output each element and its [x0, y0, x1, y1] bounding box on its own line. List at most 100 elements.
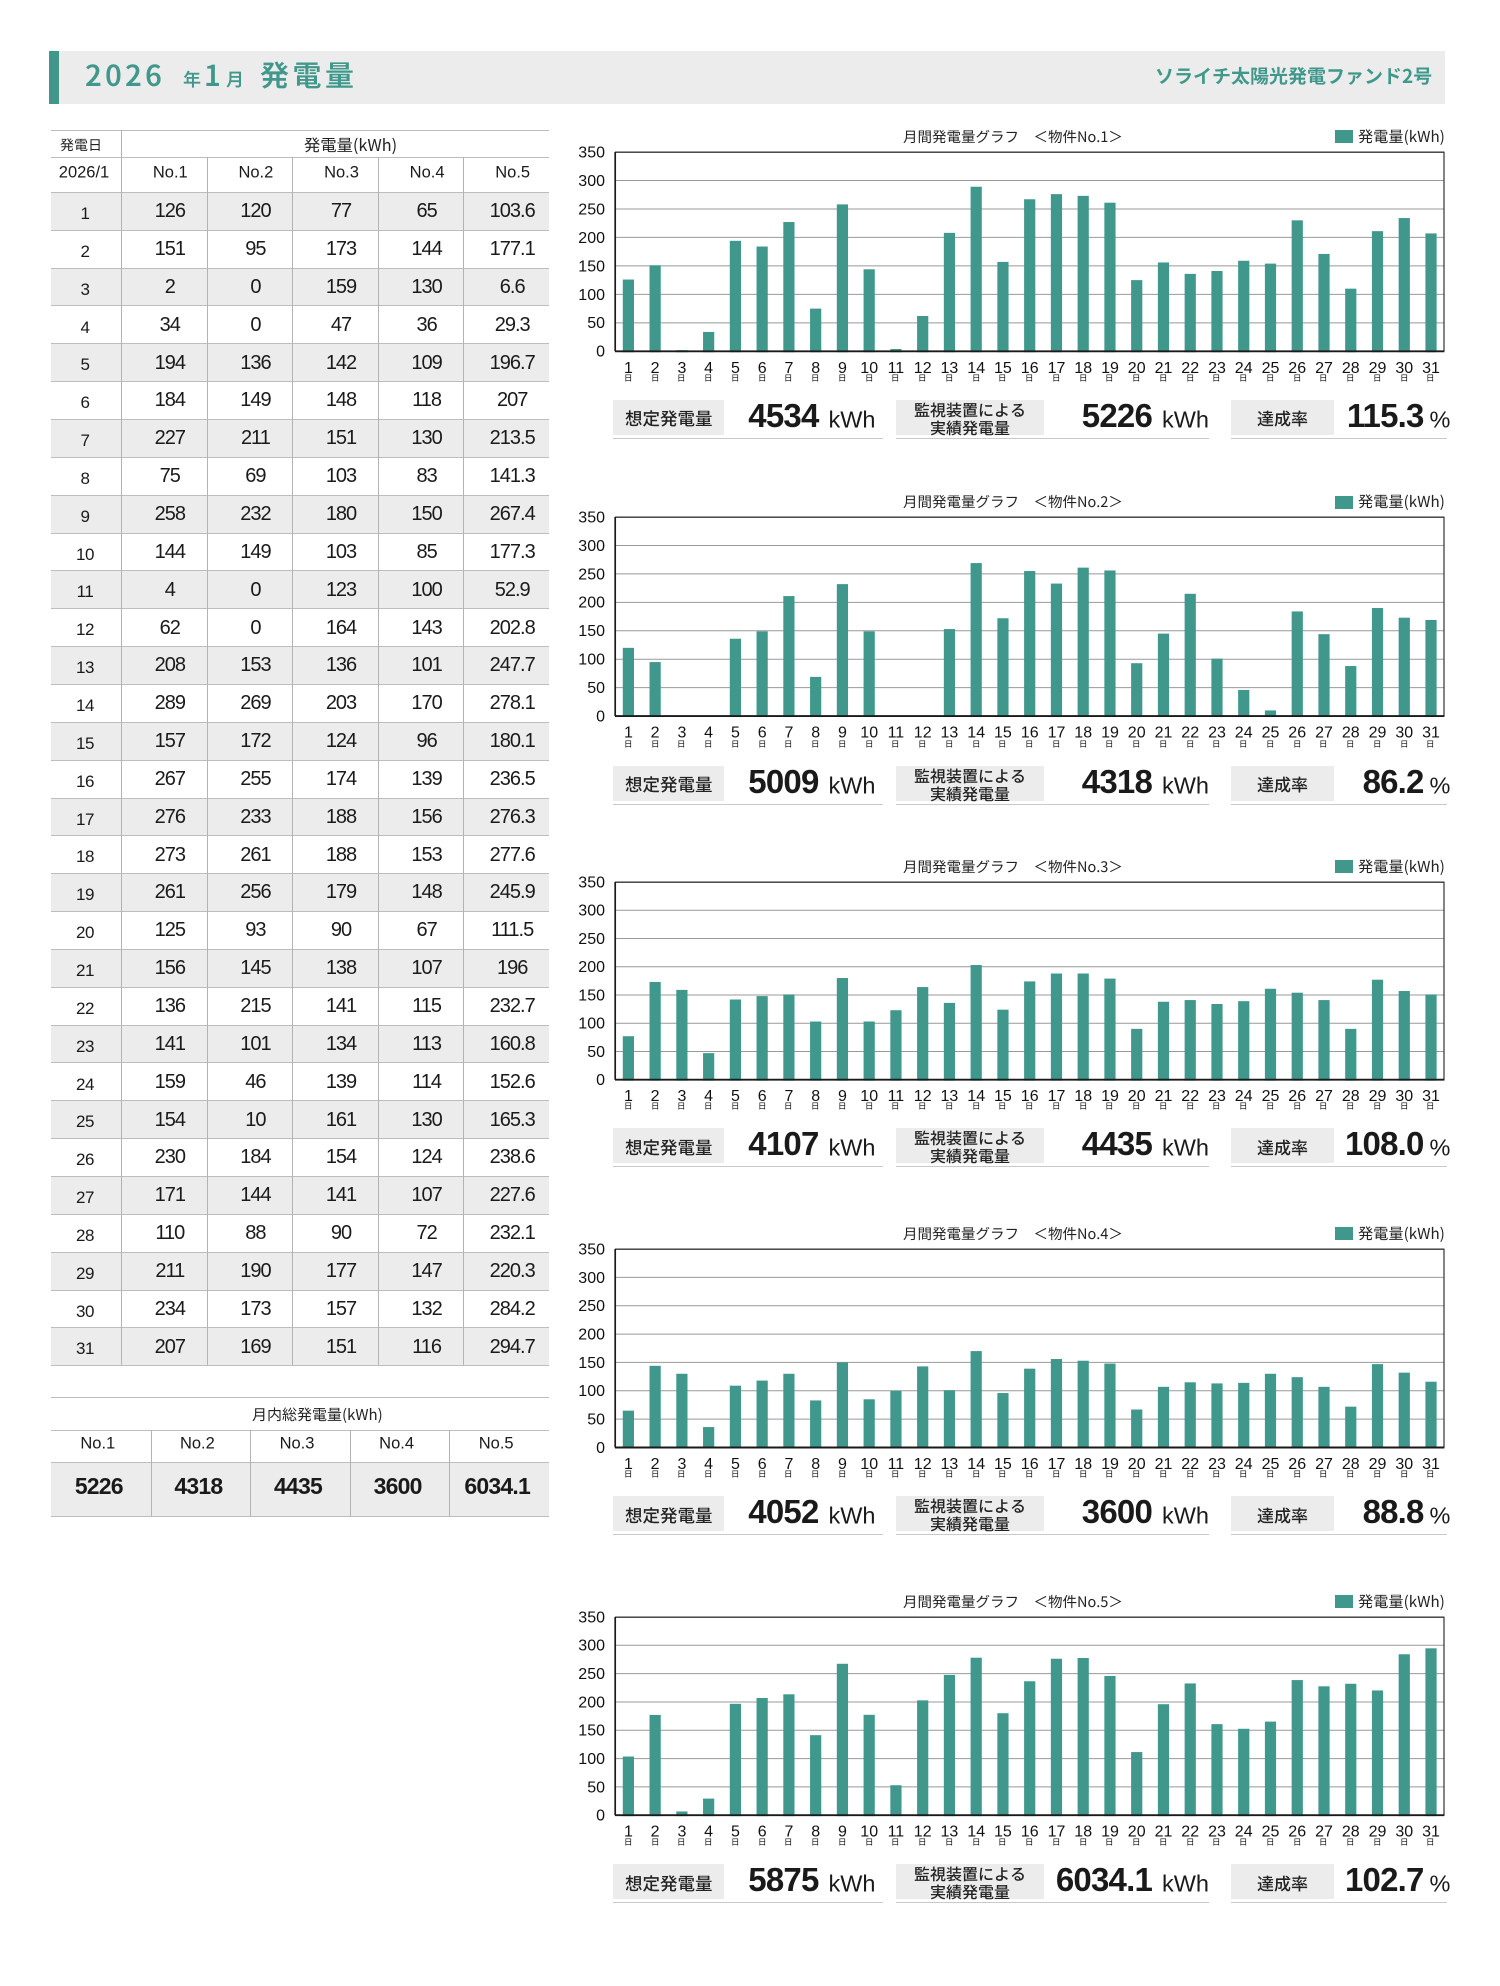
svg-text:22: 22 [1181, 725, 1199, 742]
svg-text:250: 250 [578, 1666, 605, 1683]
svg-text:9: 9 [838, 725, 847, 742]
svg-text:30: 30 [1395, 725, 1413, 742]
svg-text:150: 150 [578, 624, 605, 641]
svg-text:17: 17 [1047, 1456, 1065, 1473]
svg-text:21: 21 [1154, 359, 1172, 376]
svg-text:4: 4 [704, 1823, 713, 1840]
svg-text:2: 2 [650, 359, 659, 376]
svg-text:9: 9 [838, 1456, 847, 1473]
svg-text:24: 24 [1234, 359, 1252, 376]
svg-text:14: 14 [967, 1823, 985, 1840]
svg-text:22: 22 [1181, 1456, 1199, 1473]
svg-text:30: 30 [1395, 1823, 1413, 1840]
svg-text:20: 20 [1127, 725, 1145, 742]
svg-text:18: 18 [1074, 1088, 1092, 1105]
svg-text:26: 26 [1288, 359, 1306, 376]
svg-text:13: 13 [940, 1823, 958, 1840]
svg-text:4: 4 [704, 1456, 713, 1473]
svg-text:21: 21 [1154, 725, 1172, 742]
svg-text:15: 15 [994, 1823, 1012, 1840]
svg-text:1: 1 [624, 1088, 633, 1105]
svg-text:17: 17 [1047, 359, 1065, 376]
svg-text:24: 24 [1234, 1456, 1252, 1473]
svg-text:22: 22 [1181, 359, 1199, 376]
svg-text:20: 20 [1127, 1456, 1145, 1473]
svg-text:10: 10 [860, 359, 878, 376]
svg-text:12: 12 [913, 725, 931, 742]
svg-text:11: 11 [887, 359, 904, 376]
svg-text:14: 14 [967, 1456, 985, 1473]
svg-text:12: 12 [913, 1823, 931, 1840]
svg-text:13: 13 [940, 359, 958, 376]
svg-text:0: 0 [596, 1807, 605, 1824]
svg-text:20: 20 [1127, 1823, 1145, 1840]
svg-text:22: 22 [1181, 1088, 1199, 1105]
svg-text:13: 13 [940, 1456, 958, 1473]
svg-text:26: 26 [1288, 725, 1306, 742]
svg-text:14: 14 [967, 725, 985, 742]
svg-text:31: 31 [1422, 1456, 1440, 1473]
svg-text:5: 5 [731, 1088, 740, 1105]
svg-text:8: 8 [811, 725, 820, 742]
svg-text:19: 19 [1101, 725, 1119, 742]
svg-text:200: 200 [578, 959, 605, 976]
svg-text:19: 19 [1101, 1456, 1119, 1473]
svg-text:11: 11 [887, 1456, 904, 1473]
svg-text:28: 28 [1341, 1088, 1359, 1105]
svg-text:23: 23 [1208, 359, 1226, 376]
svg-text:29: 29 [1368, 1823, 1386, 1840]
svg-text:3: 3 [677, 1456, 686, 1473]
svg-text:300: 300 [578, 902, 605, 919]
svg-text:25: 25 [1261, 1456, 1279, 1473]
svg-text:22: 22 [1181, 1823, 1199, 1840]
svg-text:10: 10 [860, 1088, 878, 1105]
svg-text:3: 3 [677, 725, 686, 742]
svg-text:11: 11 [887, 1823, 904, 1840]
svg-text:100: 100 [578, 652, 605, 669]
svg-text:3: 3 [677, 1088, 686, 1105]
svg-text:29: 29 [1368, 1088, 1386, 1105]
svg-text:13: 13 [940, 725, 958, 742]
svg-text:25: 25 [1261, 725, 1279, 742]
svg-text:17: 17 [1047, 1823, 1065, 1840]
svg-text:31: 31 [1422, 725, 1440, 742]
svg-text:15: 15 [994, 725, 1012, 742]
svg-text:15: 15 [994, 1088, 1012, 1105]
svg-text:6: 6 [757, 1088, 766, 1105]
svg-text:2: 2 [650, 725, 659, 742]
svg-text:23: 23 [1208, 1456, 1226, 1473]
svg-text:7: 7 [784, 359, 793, 376]
svg-text:16: 16 [1020, 359, 1038, 376]
svg-text:250: 250 [578, 567, 605, 584]
svg-text:23: 23 [1208, 1823, 1226, 1840]
svg-text:20: 20 [1127, 1088, 1145, 1105]
svg-text:18: 18 [1074, 1456, 1092, 1473]
svg-text:300: 300 [578, 538, 605, 555]
svg-text:4: 4 [704, 1088, 713, 1105]
svg-text:25: 25 [1261, 1823, 1279, 1840]
svg-text:29: 29 [1368, 725, 1386, 742]
svg-text:12: 12 [913, 1088, 931, 1105]
svg-text:300: 300 [578, 1638, 605, 1655]
svg-text:30: 30 [1395, 1456, 1413, 1473]
svg-text:6: 6 [757, 725, 766, 742]
svg-text:21: 21 [1154, 1823, 1172, 1840]
svg-text:200: 200 [578, 595, 605, 612]
svg-text:8: 8 [811, 1456, 820, 1473]
svg-text:8: 8 [811, 359, 820, 376]
svg-text:50: 50 [587, 1411, 605, 1428]
svg-text:18: 18 [1074, 359, 1092, 376]
svg-text:26: 26 [1288, 1823, 1306, 1840]
svg-text:11: 11 [887, 1088, 904, 1105]
svg-text:3: 3 [677, 359, 686, 376]
svg-text:31: 31 [1422, 1823, 1440, 1840]
svg-text:250: 250 [578, 1298, 605, 1315]
svg-text:24: 24 [1234, 1088, 1252, 1105]
svg-text:27: 27 [1315, 1088, 1333, 1105]
svg-text:19: 19 [1101, 1088, 1119, 1105]
svg-text:2: 2 [650, 1088, 659, 1105]
svg-text:28: 28 [1341, 725, 1359, 742]
svg-text:14: 14 [967, 359, 985, 376]
svg-text:200: 200 [578, 1694, 605, 1711]
svg-text:150: 150 [578, 1355, 605, 1372]
